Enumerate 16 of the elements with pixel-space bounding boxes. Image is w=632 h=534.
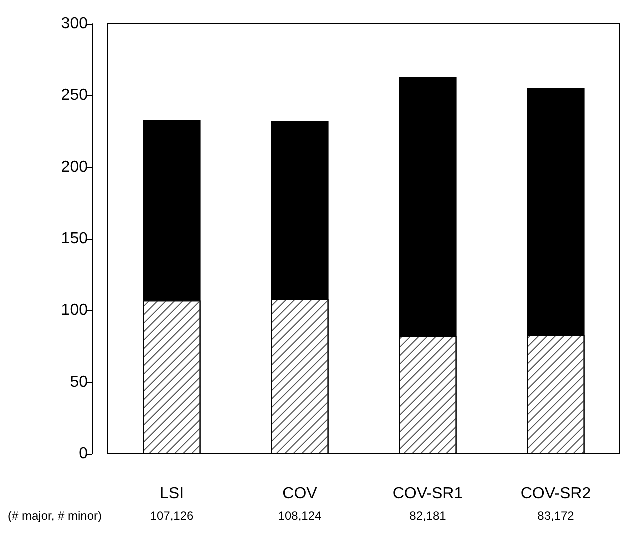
y-tick-label: 300: [61, 16, 88, 32]
text: 83,172: [538, 509, 575, 523]
text: 82,181: [410, 509, 447, 523]
y-tick-label: 150: [61, 230, 88, 248]
x-tick-label: COV: [282, 486, 318, 502]
y-tick-label: 100: [61, 302, 88, 320]
text: (# major, # minor): [8, 509, 102, 523]
y-tick-label: 200: [61, 158, 88, 176]
text: 107,126: [150, 509, 194, 523]
x-tick-label: COV-SR2: [520, 486, 592, 502]
text: 108,124: [278, 509, 322, 523]
x-tick-label: LSI: [160, 486, 184, 502]
y-tick-label: 250: [61, 87, 88, 104]
y-tick-label: 50: [70, 374, 88, 391]
y-tick-label: 0: [79, 446, 88, 462]
x-tick-label: COV-SR1: [392, 486, 464, 502]
